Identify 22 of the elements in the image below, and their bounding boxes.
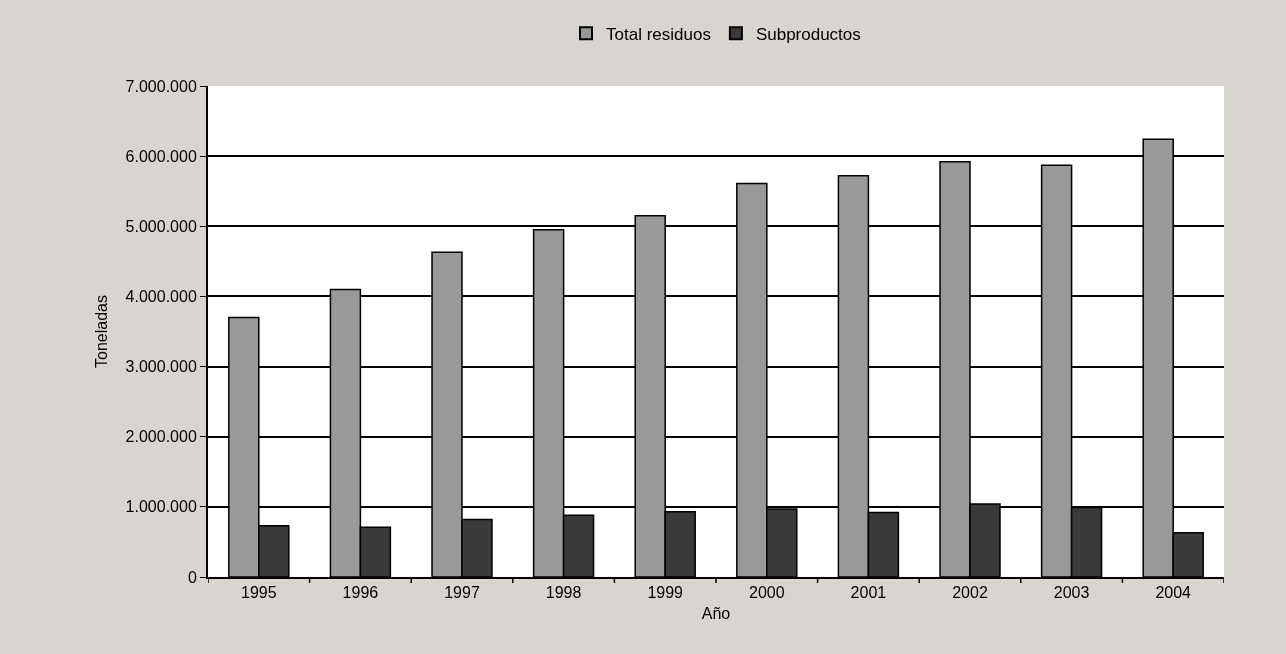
x-tick-label: 2000 <box>749 584 785 602</box>
x-tick-label: 1996 <box>342 584 379 602</box>
x-tick-label: 2003 <box>1053 584 1090 602</box>
y-tick-label: 7.000.000 <box>125 77 197 95</box>
x-axis-title: Año <box>701 605 731 623</box>
y-axis-title: Toneladas <box>93 295 111 368</box>
y-tick-label: 6.000.000 <box>125 147 197 165</box>
x-tick-label: 1998 <box>545 584 582 602</box>
x-tick-label: 1997 <box>444 584 480 602</box>
y-tick-label: 4.000.000 <box>125 288 197 306</box>
y-tick-label: 1.000.000 <box>125 498 197 516</box>
y-tick-label: 3.000.000 <box>125 358 197 376</box>
y-tick-label: 0 <box>187 568 197 586</box>
legend-label: Subproductos <box>755 24 861 44</box>
x-tick-label: 2001 <box>850 584 887 602</box>
x-tick-label: 2004 <box>1155 584 1192 602</box>
y-tick-label: 2.000.000 <box>125 428 197 446</box>
x-tick-label: 1995 <box>241 584 277 602</box>
x-tick-label: 1999 <box>647 584 684 602</box>
y-tick-label: 5.000.000 <box>125 217 197 235</box>
x-tick-label: 2002 <box>952 584 988 602</box>
legend-label: Total residuos <box>606 24 711 44</box>
